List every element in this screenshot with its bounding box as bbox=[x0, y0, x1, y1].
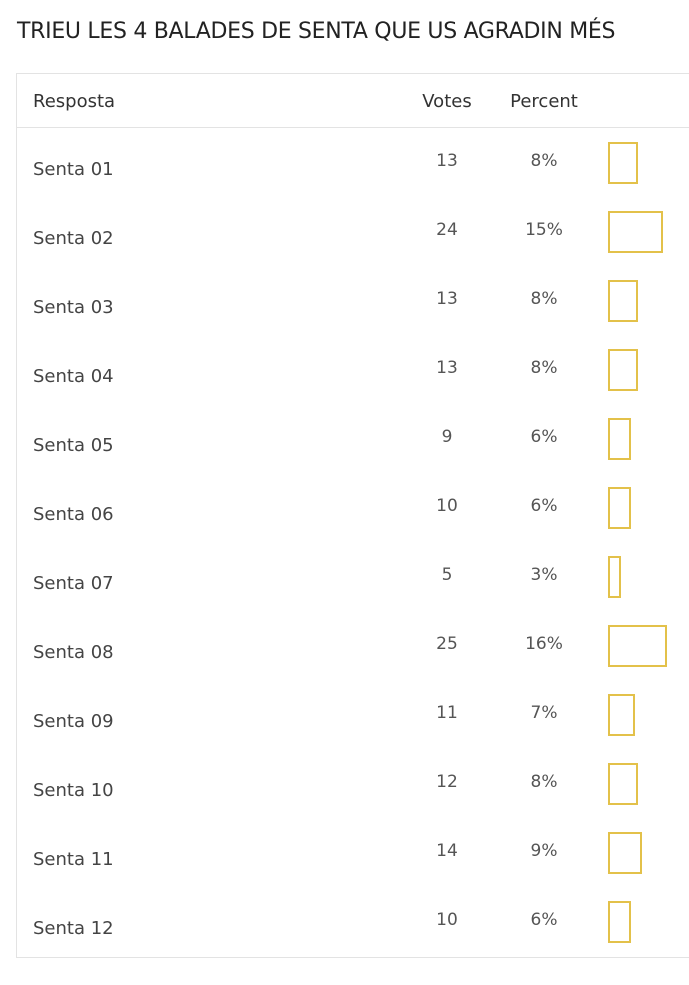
results-table: Resposta Votes Percent Senta 01 13 8% Senta… bbox=[16, 73, 689, 958]
vote-count: 13 bbox=[436, 358, 458, 378]
table-row: Senta 09 11 7% bbox=[17, 681, 689, 750]
table-row: Senta 08 25 16% bbox=[17, 612, 689, 681]
vote-count: 11 bbox=[436, 703, 458, 723]
table-row: Senta 12 10 6% bbox=[17, 888, 689, 957]
table-row: Senta 07 5 3% bbox=[17, 543, 689, 612]
percent-bar bbox=[608, 418, 631, 460]
vote-count: 10 bbox=[436, 496, 458, 516]
vote-percent: 6% bbox=[530, 910, 558, 930]
header-response: Resposta bbox=[33, 91, 116, 112]
response-name: Senta 09 bbox=[33, 711, 114, 732]
response-name: Senta 06 bbox=[33, 504, 114, 525]
response-name: Senta 08 bbox=[33, 642, 114, 663]
vote-percent: 7% bbox=[530, 703, 558, 723]
table-row: Senta 06 10 6% bbox=[17, 474, 689, 543]
percent-bar bbox=[608, 487, 631, 529]
vote-percent: 8% bbox=[530, 772, 558, 792]
table-row: Senta 02 24 15% bbox=[17, 198, 689, 267]
vote-count: 5 bbox=[441, 565, 453, 585]
response-name: Senta 07 bbox=[33, 573, 114, 594]
percent-bar bbox=[608, 211, 663, 253]
vote-count: 13 bbox=[436, 289, 458, 309]
vote-count: 25 bbox=[436, 634, 458, 654]
response-name: Senta 12 bbox=[33, 918, 114, 939]
vote-percent: 6% bbox=[530, 496, 558, 516]
vote-count: 10 bbox=[436, 910, 458, 930]
table-row: Senta 11 14 9% bbox=[17, 819, 689, 888]
table-row: Senta 10 12 8% bbox=[17, 750, 689, 819]
response-name: Senta 10 bbox=[33, 780, 114, 801]
percent-bar bbox=[608, 901, 631, 943]
table-row: Senta 04 13 8% bbox=[17, 336, 689, 405]
vote-percent: 15% bbox=[525, 220, 563, 240]
vote-percent: 8% bbox=[530, 358, 558, 378]
response-name: Senta 04 bbox=[33, 366, 114, 387]
percent-bar bbox=[608, 832, 642, 874]
vote-percent: 3% bbox=[530, 565, 558, 585]
vote-count: 14 bbox=[436, 841, 458, 861]
percent-bar bbox=[608, 142, 638, 184]
vote-percent: 16% bbox=[525, 634, 563, 654]
table-row: Senta 01 13 8% bbox=[17, 129, 689, 198]
response-name: Senta 11 bbox=[33, 849, 114, 870]
vote-count: 9 bbox=[441, 427, 453, 447]
response-name: Senta 05 bbox=[33, 435, 114, 456]
percent-bar bbox=[608, 763, 638, 805]
table-row: Senta 05 9 6% bbox=[17, 405, 689, 474]
vote-percent: 9% bbox=[530, 841, 558, 861]
response-name: Senta 02 bbox=[33, 228, 114, 249]
vote-percent: 8% bbox=[530, 289, 558, 309]
response-name: Senta 01 bbox=[33, 159, 114, 180]
response-name: Senta 03 bbox=[33, 297, 114, 318]
vote-percent: 8% bbox=[530, 151, 558, 171]
vote-percent: 6% bbox=[530, 427, 558, 447]
table-row: Senta 03 13 8% bbox=[17, 267, 689, 336]
header-percent: Percent bbox=[510, 91, 578, 112]
vote-count: 13 bbox=[436, 151, 458, 171]
percent-bar bbox=[608, 625, 667, 667]
header-votes: Votes bbox=[422, 91, 472, 112]
page-title: TRIEU LES 4 BALADES DE SENTA QUE US AGRA… bbox=[17, 19, 616, 44]
table-header: Resposta Votes Percent bbox=[17, 74, 689, 128]
vote-count: 24 bbox=[436, 220, 458, 240]
percent-bar bbox=[608, 280, 638, 322]
percent-bar bbox=[608, 349, 638, 391]
vote-count: 12 bbox=[436, 772, 458, 792]
percent-bar bbox=[608, 694, 635, 736]
percent-bar bbox=[608, 556, 621, 598]
